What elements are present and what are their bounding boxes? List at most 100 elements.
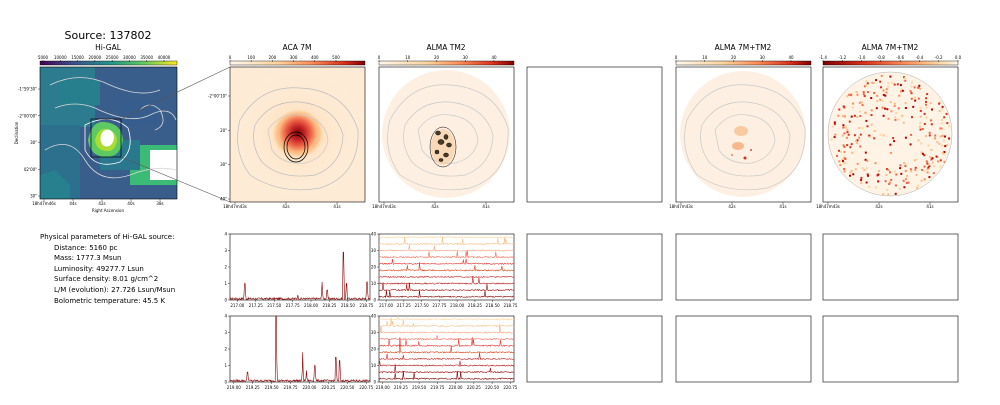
zoom-line-bottom — [120, 156, 231, 203]
noise-pixel — [844, 161, 847, 164]
noise-pixel — [879, 80, 882, 83]
spectrum-x-tick-label: 219.25 — [394, 385, 408, 390]
noise-pixel — [846, 131, 849, 134]
noise-pixel — [887, 82, 890, 85]
noise-pixel — [879, 133, 882, 136]
noise-pixel — [897, 107, 900, 110]
noise-pixel — [929, 156, 932, 159]
noise-pixel — [902, 179, 905, 182]
x-tick-label: 18h47m43s — [816, 204, 840, 209]
noise-pixel — [865, 167, 868, 170]
noise-pixel — [914, 96, 916, 99]
aca7m-colorbar — [229, 60, 366, 66]
noise-pixel — [842, 144, 845, 147]
y-tick-label: 40" — [220, 197, 227, 202]
noise-pixel — [863, 168, 866, 171]
noise-pixel — [900, 90, 902, 93]
colorbar-tick-label: 30 — [760, 55, 766, 60]
noise-pixel — [925, 135, 927, 138]
spectrum-x-tick-label: 218.50 — [486, 303, 500, 308]
noise-pixel — [910, 170, 913, 173]
spectrum-panel-tm2-1: 217.00 217.25 217.50 217.75 218.00 218.25 218.… — [371, 232, 518, 309]
x-tick-label: 42s — [875, 204, 882, 209]
almatm2-title: ALMA TM2 — [426, 43, 465, 52]
higal-colorbar — [39, 60, 178, 66]
noise-pixel — [905, 163, 908, 166]
noise-pixel — [843, 132, 846, 135]
alma7mtm2a-x-ticks: 18h47m43s 42s 41s — [669, 202, 787, 209]
noise-pixel — [905, 175, 908, 177]
noise-pixel — [939, 127, 942, 130]
noise-pixel — [880, 86, 882, 89]
colorbar-tick-label: 30 — [463, 55, 469, 60]
noise-pixel — [850, 169, 853, 172]
noise-pixel — [901, 89, 904, 92]
noise-pixel — [948, 125, 951, 128]
noise-pixel — [844, 157, 847, 160]
noise-pixel — [873, 92, 876, 94]
colorbar-tick-label: 30000 — [123, 55, 136, 60]
noise-pixel — [904, 170, 907, 172]
colorbar-tick-label: 40 — [788, 55, 794, 60]
spectrum-y-tick-label: 1 — [224, 363, 227, 368]
alma7mtm2a-colorbar-ticks: 0 10 20 30 40 — [675, 55, 794, 62]
spectrum-aca-1: 217.00 217.25 217.50 217.75 218.00 218.25 218.… — [224, 232, 373, 309]
noise-pixel — [926, 162, 929, 165]
noise-pixel — [851, 151, 854, 154]
noise-pixel — [919, 88, 922, 90]
noise-pixel — [885, 91, 888, 94]
param-distance: Distance: 5160 pc — [54, 243, 118, 252]
noise-pixel — [868, 134, 871, 137]
noise-pixel — [938, 142, 941, 145]
noise-pixel — [841, 115, 844, 118]
noise-pixel — [938, 101, 941, 104]
colorbar-tick-label: -1.2 — [838, 55, 846, 60]
spectrum-x-tick-label: 220.75 — [359, 385, 373, 390]
y-tick-label: 30" — [220, 162, 227, 167]
noise-pixel — [861, 127, 864, 130]
x-tick-label: 40s — [127, 201, 134, 206]
spectrum-x-tick-label: 219.25 — [246, 385, 260, 390]
noise-pixel — [873, 129, 876, 132]
noise-pixel — [842, 124, 845, 127]
noise-pixel — [943, 151, 946, 153]
colorbar-tick-label: 0 — [675, 55, 678, 60]
noise-pixel — [834, 133, 837, 136]
spectrum-y-tick-label: 10 — [371, 281, 377, 286]
noise-pixel — [885, 174, 888, 177]
spectrum-series-line — [378, 282, 515, 292]
noise-pixel — [919, 106, 922, 109]
noise-pixel — [856, 162, 859, 165]
noise-pixel — [931, 108, 933, 111]
noise-pixel — [856, 139, 859, 142]
spectrum-series-line — [378, 245, 515, 252]
spectrum-series-line — [378, 276, 515, 285]
noise-pixel — [940, 144, 943, 147]
y-tick-label: 30" — [30, 140, 37, 145]
colorbar-tick-label: -0.8 — [877, 55, 885, 60]
noise-pixel — [909, 90, 912, 93]
noise-pixel — [855, 140, 858, 143]
noise-pixel — [895, 173, 898, 176]
noise-pixel — [898, 188, 901, 190]
noise-pixel — [946, 144, 948, 147]
spectrum-x-tick-label: 217.25 — [249, 303, 263, 308]
noise-pixel — [839, 164, 842, 167]
noise-pixel — [858, 136, 861, 139]
spectrum-panel-aca-2: 219.00 219.25 219.50 219.75 220.00 220.25 220.… — [224, 314, 373, 391]
noise-pixel — [910, 133, 913, 136]
noise-pixel — [867, 91, 869, 94]
noise-pixel — [892, 137, 895, 140]
noise-pixel — [895, 112, 898, 115]
noise-pixel — [948, 137, 951, 140]
noise-pixel — [868, 185, 871, 188]
noise-pixel — [909, 168, 912, 171]
noise-pixel — [915, 158, 918, 161]
x-tick-label: 18h47m43s — [223, 204, 247, 209]
noise-pixel — [927, 166, 930, 169]
alma7mtm2a-emission — [730, 126, 752, 160]
spectrum-x-tick-label: 220.25 — [467, 385, 481, 390]
noise-pixel — [904, 79, 907, 82]
noise-pixel — [884, 180, 887, 183]
spectrum-x-tick-label: 217.00 — [379, 303, 393, 308]
